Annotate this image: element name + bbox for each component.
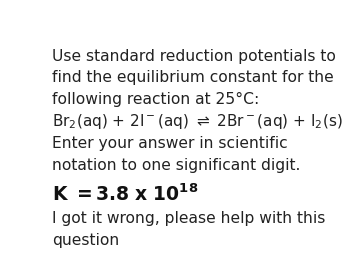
Text: Enter your answer in scientific: Enter your answer in scientific bbox=[52, 136, 287, 151]
Text: Use standard reduction potentials to: Use standard reduction potentials to bbox=[52, 49, 336, 64]
Text: following reaction at 25°C:: following reaction at 25°C: bbox=[52, 92, 259, 107]
Text: $\mathbf{K}$ $\mathbf{= 3.8\ x\ 10^{18}}$: $\mathbf{K}$ $\mathbf{= 3.8\ x\ 10^{18}}… bbox=[52, 183, 198, 205]
Text: Br$_2$(aq) + 2I$^-$(aq) $\rightleftharpoons$ 2Br$^-$(aq) + I$_2$(s): Br$_2$(aq) + 2I$^-$(aq) $\rightleftharpo… bbox=[52, 112, 343, 131]
Text: find the equilibrium constant for the: find the equilibrium constant for the bbox=[52, 70, 334, 85]
Text: notation to one significant digit.: notation to one significant digit. bbox=[52, 158, 300, 172]
Text: I got it wrong, please help with this: I got it wrong, please help with this bbox=[52, 211, 325, 227]
Text: question: question bbox=[52, 233, 119, 248]
